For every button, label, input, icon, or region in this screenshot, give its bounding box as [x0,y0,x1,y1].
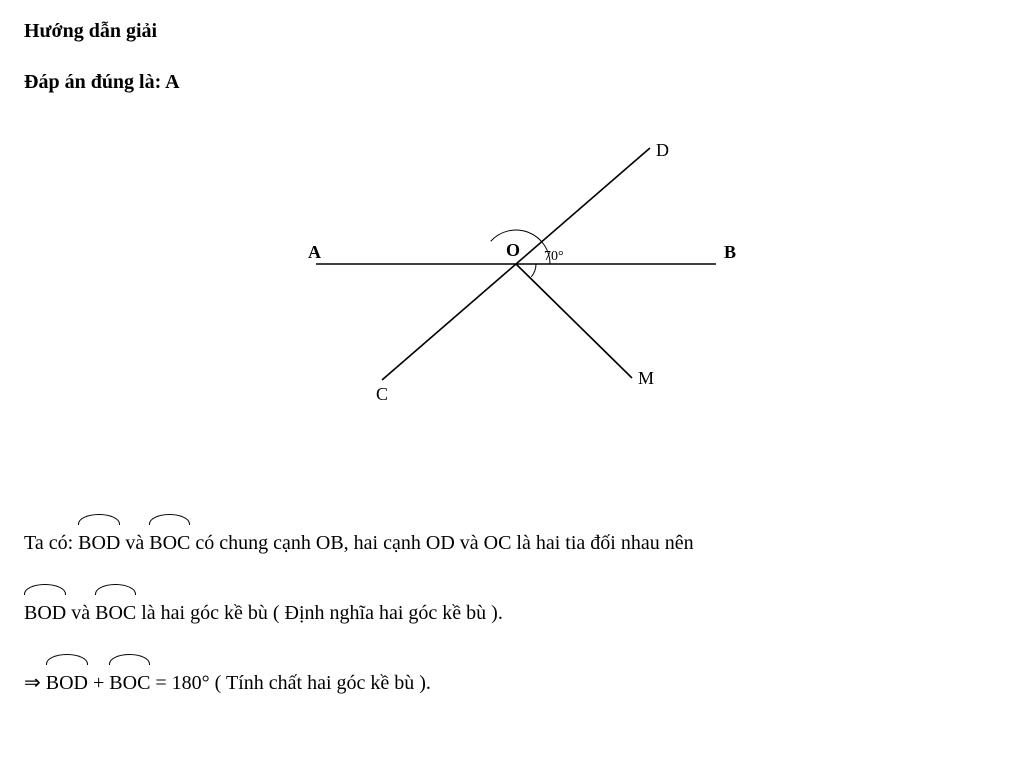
answer-letter: A [165,71,179,93]
svg-text:B: B [724,242,736,262]
explanation-line-3: ⇒ BOD + BOC = 180° ( Tính chất hai góc k… [24,654,1008,706]
text-segment: và [71,602,95,624]
explanation-line-1: Ta có: BOD và BOC có chung cạnh OB, hai … [24,514,1008,566]
text-segment: = 180° ( Tính chất hai góc kề bù ). [155,672,431,694]
angle-bod: BOD [78,514,120,566]
svg-text:O: O [506,240,520,260]
svg-text:70°: 70° [544,249,564,264]
svg-text:A: A [308,242,321,262]
svg-text:M: M [638,368,654,388]
angle-bod: BOD [24,584,66,636]
explanation: Ta có: BOD và BOC có chung cạnh OB, hai … [24,514,1008,706]
angle-bod: BOD [46,654,88,706]
angle-boc: BOC [109,654,150,706]
angle-boc: BOC [95,584,136,636]
text-segment: và [125,532,149,554]
svg-text:C: C [376,384,388,404]
geometry-diagram: A B D C M O 70° [256,134,776,454]
diagram-container: A B D C M O 70° [24,134,1008,454]
text-segment: có chung cạnh OB, hai cạnh OD và OC là h… [195,532,693,554]
explanation-line-2: BOD và BOC là hai góc kề bù ( Định nghĩa… [24,584,1008,636]
angle-boc: BOC [149,514,190,566]
text-segment: Ta có: [24,532,78,554]
guide-heading: Hướng dẫn giải [24,20,1008,43]
text-segment: ⇒ [24,672,46,694]
answer-prefix: Đáp án đúng là: [24,71,165,93]
text-segment: là hai góc kề bù ( Định nghĩa hai góc kề… [141,602,503,624]
svg-text:D: D [656,140,669,160]
text-segment: + [93,672,109,694]
answer-line: Đáp án đúng là: A [24,71,1008,94]
